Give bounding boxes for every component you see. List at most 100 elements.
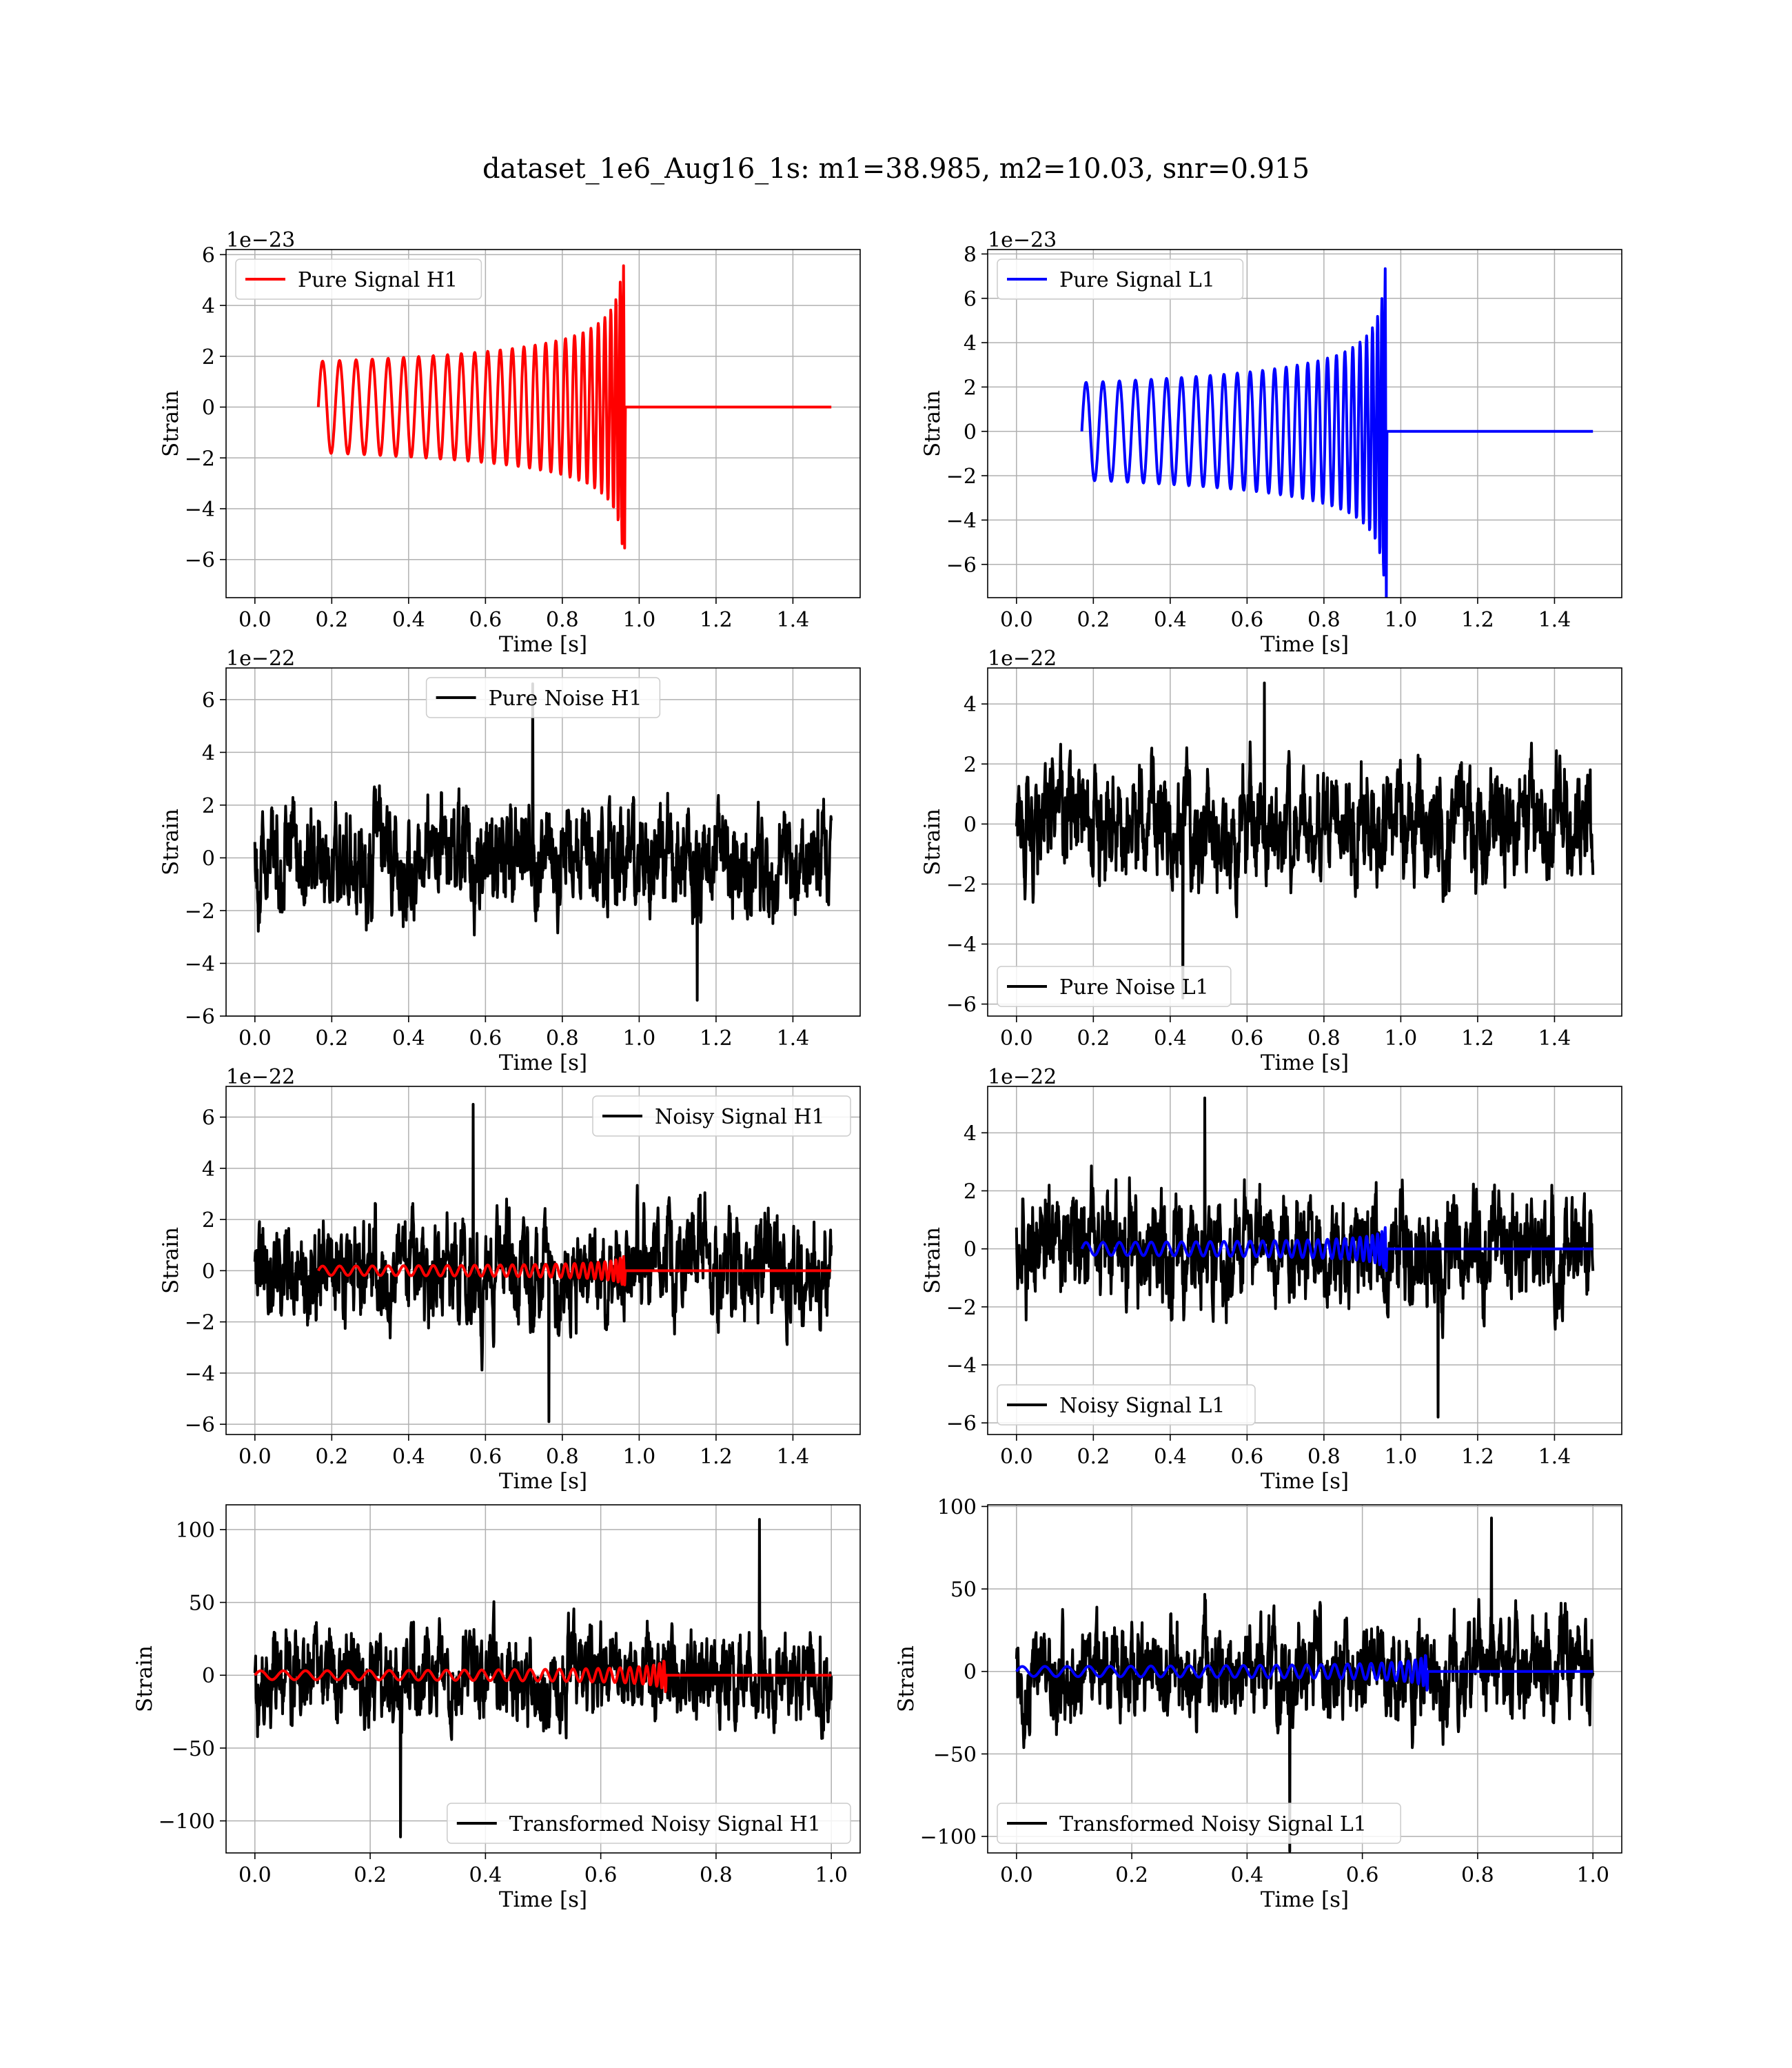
legend: Pure Signal L1 bbox=[997, 258, 1244, 300]
x-tick-label: 1.4 bbox=[777, 1445, 810, 1469]
y-tick-label: 2 bbox=[964, 376, 977, 400]
x-tick-label: 1.0 bbox=[1385, 1445, 1418, 1469]
x-tick-label: 0.2 bbox=[315, 1026, 348, 1051]
y-tick-label: 0 bbox=[202, 1664, 215, 1688]
y-tick-label: −6 bbox=[185, 1413, 215, 1437]
axes-frame bbox=[225, 1086, 861, 1435]
subplot-8: 0.0 0.2 0.4 0.6 0.8 1.0 −100 −50 0 50 100 Time [s] S… bbox=[894, 1495, 1622, 1912]
x-tick-label: 0.0 bbox=[1000, 608, 1033, 632]
legend: Pure Noise L1 bbox=[997, 966, 1232, 1007]
series-line-pure-noise-l1 bbox=[1015, 681, 1595, 1000]
y-tick-label: 6 bbox=[202, 243, 215, 267]
x-tick-label: 0.2 bbox=[1115, 1863, 1148, 1887]
x-tick-label: 0.0 bbox=[238, 1026, 272, 1051]
legend: Transformed Noisy Signal H1 bbox=[447, 1803, 851, 1844]
y-axis-label: Strain bbox=[920, 1227, 945, 1294]
subplot-2: 0.0 0.2 0.4 0.6 0.8 1.0 1.2 1.4 −6 −4 −2 0 2 4 6 8 Time … bbox=[920, 228, 1622, 657]
legend: Transformed Noisy Signal L1 bbox=[997, 1803, 1401, 1844]
y-tick-label: −2 bbox=[946, 1296, 977, 1320]
series-line-chirp-overlay bbox=[1015, 1654, 1594, 1692]
plot-area bbox=[253, 1518, 833, 1838]
y-tick-label: −100 bbox=[920, 1825, 977, 1849]
y-tick-label: 2 bbox=[202, 794, 215, 818]
offset-text: 1e−22 bbox=[988, 1065, 1057, 1089]
x-tick-label: 0.4 bbox=[1154, 608, 1187, 632]
legend-box bbox=[997, 1803, 1401, 1844]
y-tick-label: 50 bbox=[950, 1578, 977, 1602]
y-axis-label: Strain bbox=[920, 809, 945, 875]
y-axis-label: Strain bbox=[132, 1645, 157, 1712]
y-axis-label: Strain bbox=[894, 1645, 919, 1712]
series-line-noisy-signal-l1 bbox=[1015, 1096, 1595, 1419]
x-tick-label: 0.8 bbox=[546, 608, 579, 632]
x-tick-label: 1.4 bbox=[1538, 1445, 1571, 1469]
axes-frame bbox=[225, 1504, 861, 1854]
offset-text: 1e−23 bbox=[226, 228, 295, 252]
x-tick-label: 1.0 bbox=[1576, 1863, 1609, 1887]
y-tick-label: −2 bbox=[185, 1311, 215, 1335]
x-tick-label: 0.6 bbox=[1346, 1863, 1379, 1887]
legend-box bbox=[592, 1095, 851, 1137]
series-line-noisy-signal-h1 bbox=[253, 1103, 833, 1423]
x-tick-label: 1.0 bbox=[815, 1863, 848, 1887]
y-tick-label: 2 bbox=[202, 345, 215, 369]
series-line-pure-noise-h1 bbox=[253, 682, 833, 1002]
y-tick-label: 100 bbox=[937, 1495, 977, 1519]
legend-label: Transformed Noisy Signal L1 bbox=[1059, 1812, 1367, 1836]
subplot-1: 0.0 0.2 0.4 0.6 0.8 1.0 1.2 1.4 −6 −4 −2 0 2 4 6 Time [… bbox=[159, 228, 861, 657]
x-tick-label: 0.0 bbox=[1000, 1863, 1033, 1887]
offset-text: 1e−22 bbox=[226, 647, 295, 671]
y-tick-label: 6 bbox=[202, 1106, 215, 1131]
x-tick-label: 0.0 bbox=[238, 1445, 272, 1469]
x-tick-label: 0.8 bbox=[1307, 1445, 1341, 1469]
y-tick-label: 0 bbox=[964, 1238, 977, 1262]
plot-area bbox=[1015, 1096, 1595, 1419]
x-tick-label: 1.2 bbox=[1461, 608, 1494, 632]
y-tick-label: 0 bbox=[202, 396, 215, 420]
x-tick-label: 0.8 bbox=[1307, 608, 1341, 632]
y-tick-label: 2 bbox=[964, 1180, 977, 1204]
y-tick-label: 2 bbox=[964, 753, 977, 777]
y-tick-label: −6 bbox=[946, 554, 977, 578]
x-tick-label: 0.0 bbox=[238, 608, 272, 632]
y-tick-label: 2 bbox=[202, 1208, 215, 1233]
legend-box bbox=[235, 258, 482, 300]
y-tick-label: 6 bbox=[964, 287, 977, 312]
y-axis-label: Strain bbox=[920, 390, 945, 457]
y-tick-label: 0 bbox=[202, 847, 215, 871]
subplot-6: 0.0 0.2 0.4 0.6 0.8 1.0 1.2 1.4 −6 −4 −2 0 2 4 Time [s… bbox=[920, 1065, 1622, 1494]
x-axis-label: Time [s] bbox=[499, 1051, 587, 1075]
y-tick-label: −4 bbox=[946, 509, 977, 533]
y-tick-label: −100 bbox=[159, 1810, 215, 1834]
x-axis-label: Time [s] bbox=[499, 1469, 587, 1494]
y-tick-label: 8 bbox=[964, 243, 977, 267]
y-tick-label: 100 bbox=[176, 1519, 215, 1543]
plot-area bbox=[253, 1103, 833, 1423]
subplot-7: 0.0 0.2 0.4 0.6 0.8 1.0 −100 −50 0 50 100 Time [s] S… bbox=[132, 1504, 861, 1912]
x-tick-label: 0.2 bbox=[315, 1445, 348, 1469]
x-axis-label: Time [s] bbox=[1261, 632, 1349, 657]
y-tick-label: 0 bbox=[964, 420, 977, 445]
plot-area bbox=[253, 682, 833, 1002]
x-tick-label: 1.0 bbox=[623, 1445, 656, 1469]
x-tick-label: 1.4 bbox=[1538, 608, 1571, 632]
y-tick-label: −2 bbox=[185, 447, 215, 471]
x-tick-label: 1.2 bbox=[1461, 1026, 1494, 1051]
x-tick-label: 0.0 bbox=[1000, 1026, 1033, 1051]
x-axis-label: Time [s] bbox=[499, 1887, 587, 1912]
series-line-transformed-noisy-signal-h1 bbox=[253, 1518, 833, 1838]
x-tick-label: 1.2 bbox=[700, 1026, 733, 1051]
legend-label: Transformed Noisy Signal H1 bbox=[509, 1812, 821, 1836]
legend-label: Noisy Signal L1 bbox=[1059, 1394, 1225, 1418]
x-tick-label: 0.6 bbox=[469, 608, 502, 632]
legend: Noisy Signal H1 bbox=[592, 1095, 851, 1137]
offset-text: 1e−23 bbox=[988, 228, 1057, 252]
y-axis-label: Strain bbox=[159, 1227, 183, 1294]
x-tick-label: 0.4 bbox=[392, 1026, 425, 1051]
y-tick-label: −50 bbox=[933, 1743, 977, 1767]
legend-box bbox=[425, 677, 661, 718]
series-line-chirp-overlay bbox=[317, 1255, 833, 1286]
y-tick-label: 4 bbox=[964, 1122, 977, 1146]
series-line-chirp-overlay bbox=[254, 1659, 833, 1694]
x-tick-label: 1.0 bbox=[623, 608, 656, 632]
